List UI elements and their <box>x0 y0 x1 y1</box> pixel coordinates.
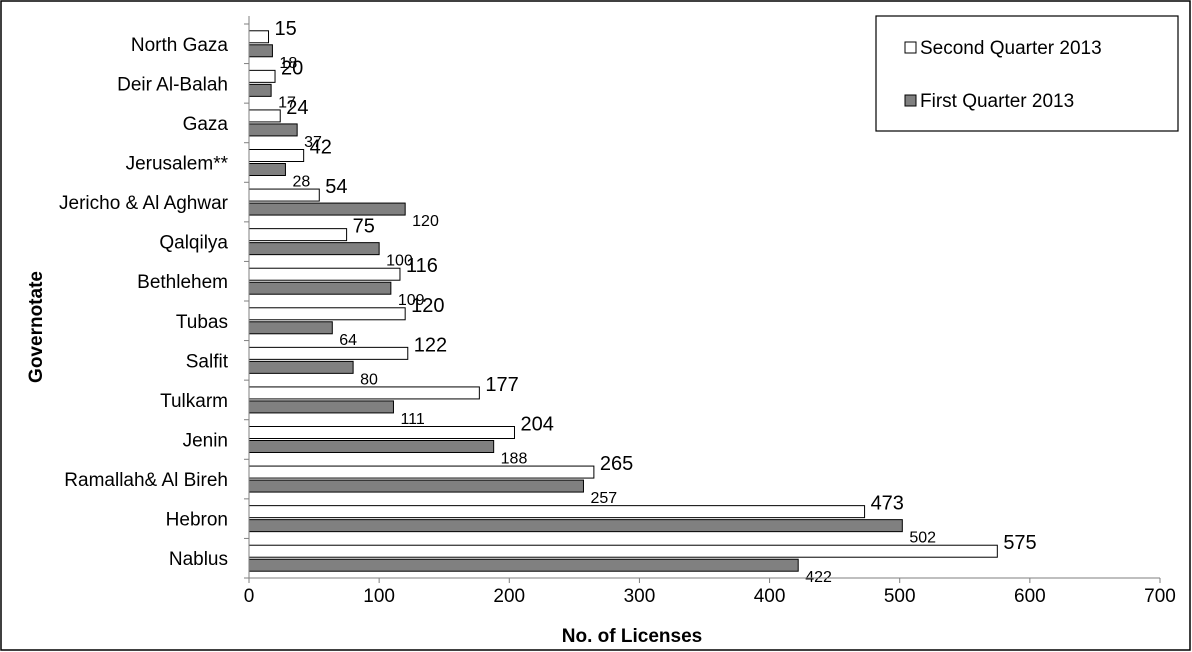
data-label-first-quarter-tubas: 64 <box>339 332 357 349</box>
category-label-gaza: Gaza <box>183 114 229 135</box>
data-label-first-quarter-north-gaza: 18 <box>279 55 297 72</box>
legend-swatch-first-quarter <box>904 94 917 107</box>
x-tick-label-700: 700 <box>1144 586 1176 607</box>
x-tick-label-400: 400 <box>754 586 786 607</box>
data-label-first-quarter-deir-al-balah: 17 <box>278 94 296 111</box>
x-tick-label-600: 600 <box>1014 586 1046 607</box>
data-label-first-quarter-hebron: 502 <box>909 530 936 547</box>
bar-first-quarter-tubas <box>248 321 333 335</box>
x-tick-label-100: 100 <box>363 586 395 607</box>
bar-first-quarter-nablus <box>248 558 799 572</box>
bar-first-quarter-north-gaza <box>248 44 273 58</box>
data-label-second-quarter-qalqilya: 75 <box>353 216 375 238</box>
category-label-tulkarm: Tulkarm <box>160 391 228 412</box>
data-label-first-quarter-jenin: 188 <box>501 451 528 468</box>
category-label-bethlehem: Bethlehem <box>137 272 228 293</box>
data-label-second-quarter-tubas: 120 <box>411 295 444 317</box>
legend-label-first-quarter: First Quarter 2013 <box>920 91 1074 112</box>
category-label-jerusalem: Jerusalem** <box>126 154 229 175</box>
data-label-first-quarter-jericho-al-aghwar: 120 <box>412 213 439 230</box>
bar-first-quarter-deir-al-balah <box>248 83 272 97</box>
data-label-second-quarter-salfit: 122 <box>414 334 447 356</box>
data-label-second-quarter-bethlehem: 116 <box>406 255 438 277</box>
bar-first-quarter-qalqilya <box>248 242 380 256</box>
category-label-salfit: Salfit <box>186 351 229 372</box>
bar-second-quarter-qalqilya <box>248 228 348 242</box>
bar-first-quarter-jerusalem <box>248 163 286 176</box>
data-label-second-quarter-jenin: 204 <box>520 414 553 436</box>
x-axis-title: No. of Licenses <box>562 626 702 647</box>
bar-second-quarter-gaza <box>248 109 281 123</box>
category-label-tubas: Tubas <box>176 312 228 333</box>
data-label-second-quarter-jerusalem: 42 <box>310 137 332 159</box>
data-label-first-quarter-bethlehem: 109 <box>398 292 425 309</box>
category-label-deir-al-balah: Deir Al-Balah <box>117 74 228 95</box>
bars-layer <box>248 30 998 572</box>
legend-swatch-second-quarter <box>904 41 917 54</box>
y-axis-title: Governotate <box>26 271 47 383</box>
data-label-first-quarter-jerusalem: 28 <box>292 174 310 191</box>
x-tick-label-300: 300 <box>624 586 656 607</box>
data-label-first-quarter-qalqilya: 100 <box>386 253 413 270</box>
bar-first-quarter-tulkarm <box>248 400 394 414</box>
bar-second-quarter-north-gaza <box>248 30 270 44</box>
bar-first-quarter-salfit <box>248 360 354 374</box>
bar-second-quarter-tubas <box>248 307 406 321</box>
bar-second-quarter-jerusalem <box>248 149 305 162</box>
category-label-jericho-al-aghwar: Jericho & Al Aghwar <box>59 193 229 214</box>
bar-second-quarter-jericho-al-aghwar <box>248 188 320 202</box>
data-label-second-quarter-jericho-al-aghwar: 54 <box>325 176 347 198</box>
category-label-jenin: Jenin <box>183 431 228 452</box>
data-label-second-quarter-tulkarm: 177 <box>485 374 518 396</box>
data-label-second-quarter-gaza: 24 <box>286 97 308 119</box>
bar-second-quarter-ramallah-al-bireh <box>248 465 595 479</box>
bar-second-quarter-tulkarm <box>248 386 480 400</box>
category-label-nablus: Nablus <box>169 549 228 570</box>
bar-first-quarter-jenin <box>248 440 495 453</box>
bar-second-quarter-bethlehem <box>248 267 401 281</box>
legend-frame <box>875 15 1179 132</box>
category-label-hebron: Hebron <box>166 510 228 531</box>
category-label-qalqilya: Qalqilya <box>159 233 228 254</box>
data-label-first-quarter-ramallah-al-bireh: 257 <box>590 490 617 507</box>
bar-second-quarter-salfit <box>248 346 409 360</box>
data-label-second-quarter-north-gaza: 15 <box>275 18 297 40</box>
bar-first-quarter-jericho-al-aghwar <box>248 202 406 216</box>
bar-second-quarter-jenin <box>248 426 515 439</box>
legend: Second Quarter 2013 First Quarter 2013 <box>875 15 1179 132</box>
x-tick-label-500: 500 <box>884 586 916 607</box>
tick-labels-layer: 0 100 200 300 400 500 600 700 <box>244 586 1176 607</box>
bar-second-quarter-nablus <box>248 544 998 558</box>
bar-second-quarter-hebron <box>248 505 866 519</box>
category-label-north-gaza: North Gaza <box>131 35 229 56</box>
data-label-first-quarter-salfit: 80 <box>360 371 378 388</box>
bar-first-quarter-bethlehem <box>248 281 392 295</box>
category-label-ramallah-al-bireh: Ramallah& Al Bireh <box>64 470 228 491</box>
x-tick-label-200: 200 <box>493 586 525 607</box>
axes-layer <box>244 16 1161 583</box>
data-label-second-quarter-ramallah-al-bireh: 265 <box>600 453 633 475</box>
x-tick-label-0: 0 <box>244 586 255 607</box>
data-label-second-quarter-nablus: 575 <box>1003 532 1036 554</box>
category-labels-layer: North Gaza Deir Al-Balah Gaza Jerusalem** Je… <box>59 35 229 570</box>
bar-first-quarter-ramallah-al-bireh <box>248 479 584 493</box>
legend-label-second-quarter: Second Quarter 2013 <box>920 38 1102 59</box>
data-label-second-quarter-deir-al-balah: 20 <box>281 57 303 79</box>
data-label-first-quarter-tulkarm: 111 <box>400 411 424 428</box>
data-label-first-quarter-gaza: 37 <box>304 134 322 151</box>
bar-first-quarter-hebron <box>248 519 903 533</box>
bar-second-quarter-deir-al-balah <box>248 69 276 83</box>
bar-first-quarter-gaza <box>248 123 298 137</box>
data-label-second-quarter-hebron: 473 <box>871 493 904 515</box>
